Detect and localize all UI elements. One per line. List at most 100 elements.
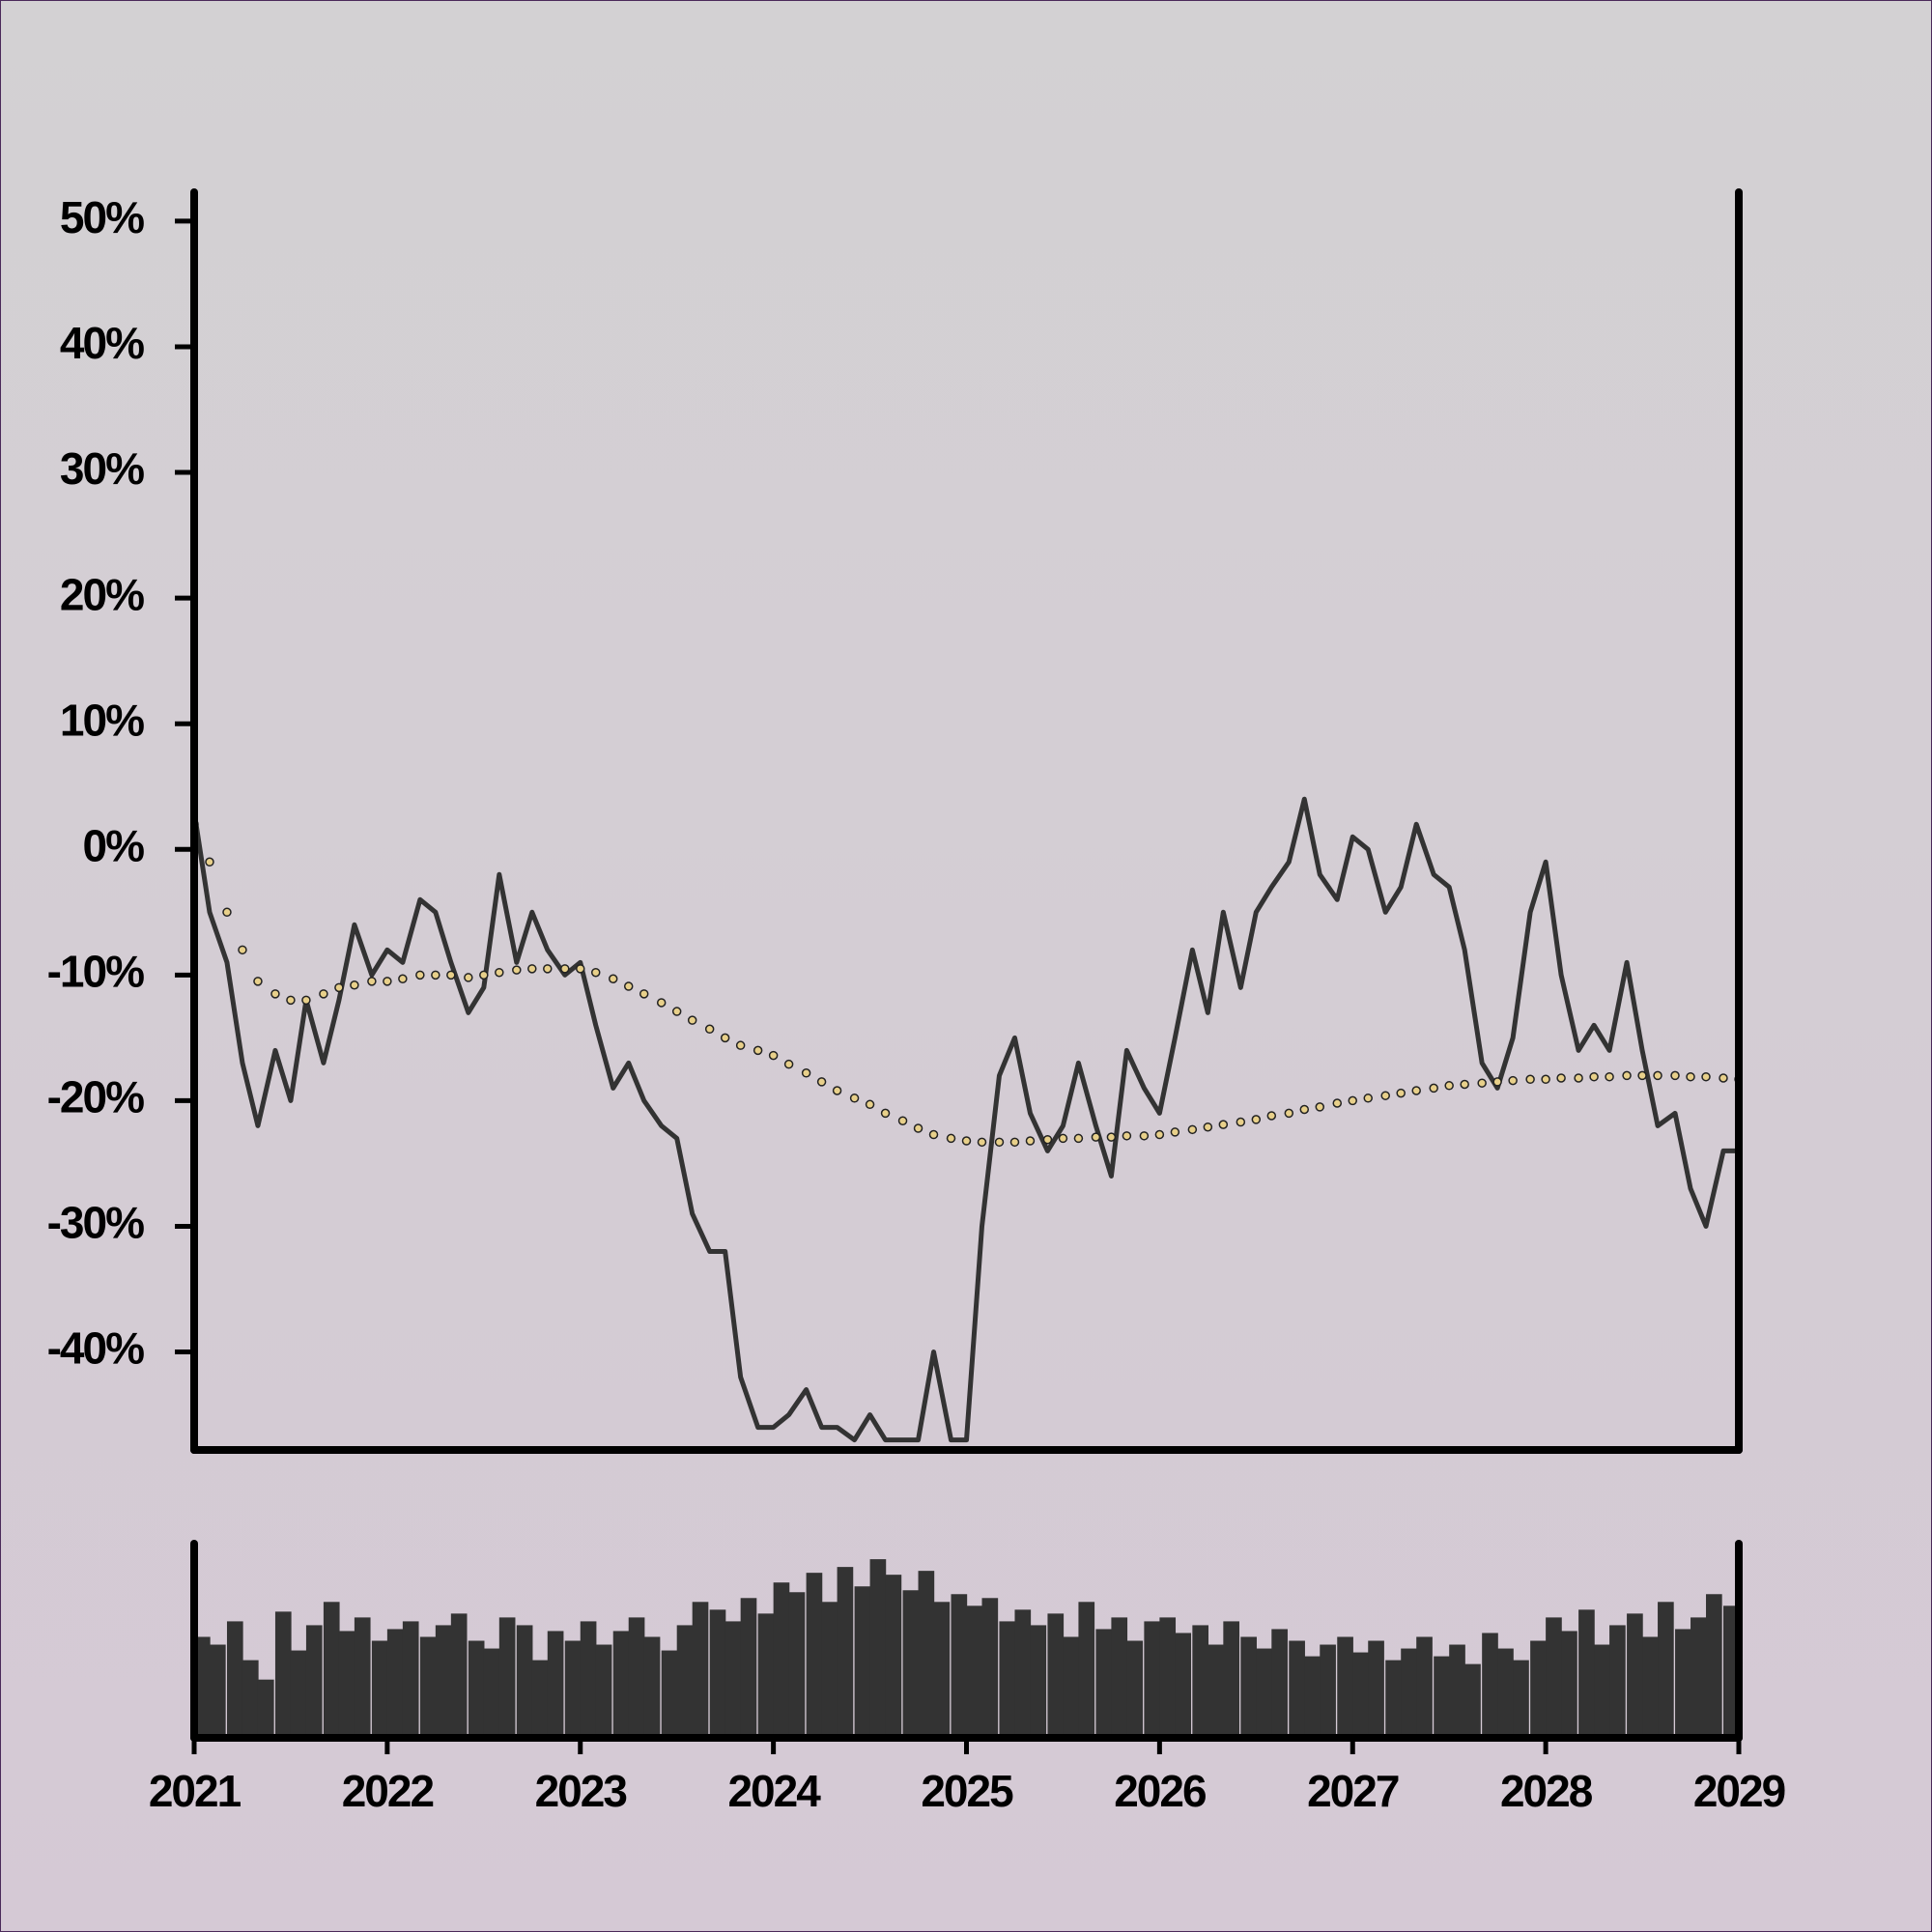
y-tick-label: 30% bbox=[60, 443, 144, 494]
moving-average-dot bbox=[1218, 1120, 1229, 1129]
volume-bar bbox=[951, 1594, 968, 1738]
volume-bar bbox=[885, 1575, 902, 1738]
moving-average-dot bbox=[961, 1136, 972, 1146]
volume-bar bbox=[371, 1640, 388, 1738]
volume-bar bbox=[1175, 1633, 1192, 1738]
moving-average-dot bbox=[446, 970, 456, 980]
moving-average-dot bbox=[1653, 1070, 1662, 1081]
volume-bar bbox=[1304, 1656, 1321, 1738]
moving-average-dot bbox=[543, 964, 553, 974]
moving-average-dot bbox=[1637, 1070, 1647, 1081]
volume-bar bbox=[257, 1679, 274, 1738]
volume-bar bbox=[1627, 1613, 1643, 1738]
moving-average-dot bbox=[753, 1045, 763, 1056]
moving-average-dot bbox=[1541, 1074, 1550, 1085]
moving-average-dot bbox=[398, 974, 408, 983]
volume-bar bbox=[1401, 1648, 1417, 1738]
volume-bar bbox=[821, 1602, 838, 1738]
moving-average-dot bbox=[301, 995, 311, 1006]
moving-average-dot bbox=[1525, 1074, 1535, 1085]
moving-average-dot bbox=[1670, 1070, 1680, 1081]
volume-bar bbox=[837, 1567, 854, 1738]
moving-average-dot bbox=[350, 980, 359, 990]
y-tick-label: 20% bbox=[60, 569, 144, 619]
moving-average-dot bbox=[253, 977, 263, 986]
moving-average-dot bbox=[704, 1024, 715, 1035]
moving-average-dot bbox=[383, 977, 392, 986]
volume-bar bbox=[1546, 1617, 1562, 1738]
volume-bar bbox=[1578, 1609, 1595, 1738]
y-tick-label: -10% bbox=[47, 946, 144, 996]
moving-average-dot bbox=[270, 989, 280, 999]
volume-bar bbox=[1111, 1617, 1128, 1738]
volume-bar bbox=[1594, 1644, 1610, 1738]
moving-average-dot bbox=[977, 1137, 987, 1148]
volume-bar bbox=[1192, 1625, 1209, 1738]
volume-bar bbox=[1271, 1629, 1288, 1738]
volume-bar bbox=[242, 1660, 259, 1738]
moving-average-dot bbox=[1429, 1083, 1438, 1094]
volume-bar bbox=[933, 1602, 951, 1738]
moving-average-dot bbox=[319, 989, 328, 999]
volume-bar bbox=[1449, 1644, 1465, 1738]
volume-bar bbox=[1561, 1631, 1577, 1738]
volume-bar bbox=[402, 1621, 419, 1738]
volume-bar bbox=[194, 1636, 211, 1738]
moving-average-dot bbox=[1396, 1088, 1406, 1098]
volume-bar bbox=[547, 1631, 564, 1738]
y-tick-label: -30% bbox=[47, 1198, 144, 1248]
volume-bar bbox=[1223, 1621, 1239, 1738]
volume-bar bbox=[1144, 1621, 1161, 1738]
moving-average-dot bbox=[1139, 1131, 1150, 1141]
volume-bar bbox=[274, 1611, 292, 1738]
x-tick-label: 2023 bbox=[535, 1766, 627, 1816]
moving-average-dot bbox=[1284, 1108, 1294, 1119]
moving-average-dot bbox=[1042, 1134, 1053, 1145]
volume-bar bbox=[338, 1631, 355, 1738]
moving-average-dot bbox=[1122, 1131, 1132, 1141]
volume-bar bbox=[1159, 1617, 1177, 1738]
moving-average-dot bbox=[576, 964, 585, 974]
x-tick-label: 2029 bbox=[1693, 1766, 1785, 1816]
volume-bar bbox=[1658, 1602, 1674, 1738]
moving-average-dot bbox=[1701, 1071, 1711, 1082]
volume-bar bbox=[1530, 1640, 1547, 1738]
volume-bar bbox=[483, 1648, 500, 1738]
volume-bar bbox=[290, 1650, 307, 1738]
volume-bar bbox=[1289, 1640, 1305, 1738]
moving-average-dot bbox=[1266, 1111, 1277, 1121]
x-tick-label: 2027 bbox=[1307, 1766, 1399, 1816]
volume-bar bbox=[531, 1660, 549, 1738]
moving-average-dot bbox=[286, 995, 296, 1006]
moving-average-dot bbox=[222, 907, 232, 918]
volume-bar bbox=[1434, 1656, 1450, 1738]
moving-average-dot bbox=[801, 1068, 811, 1078]
volume-bar bbox=[1337, 1636, 1353, 1738]
volume-bar bbox=[773, 1582, 790, 1738]
moving-average-dot bbox=[880, 1108, 891, 1119]
moving-average-dot bbox=[334, 982, 344, 993]
volume-bar bbox=[1416, 1636, 1433, 1738]
x-tick-label: 2022 bbox=[342, 1766, 434, 1816]
moving-average-dot bbox=[1236, 1117, 1246, 1127]
volume-bar bbox=[595, 1644, 612, 1738]
volume-bar bbox=[1352, 1652, 1369, 1738]
volume-bar bbox=[1030, 1625, 1047, 1738]
moving-average-dot bbox=[865, 1099, 875, 1110]
moving-average-dot bbox=[1187, 1124, 1198, 1135]
moving-average-dot bbox=[205, 857, 214, 867]
volume-bar bbox=[1385, 1660, 1402, 1738]
moving-average-dot bbox=[1251, 1115, 1262, 1124]
x-tick-label: 2025 bbox=[921, 1766, 1013, 1816]
moving-average-dot bbox=[1073, 1133, 1084, 1144]
moving-average-dot bbox=[1508, 1075, 1518, 1086]
moving-average-dot bbox=[671, 1007, 682, 1016]
y-tick-label: -20% bbox=[47, 1072, 144, 1122]
volume-bar bbox=[1256, 1648, 1272, 1738]
volume-bar bbox=[902, 1590, 920, 1738]
volume-bar bbox=[323, 1602, 340, 1738]
volume-bar bbox=[1513, 1660, 1529, 1738]
volume-bar bbox=[643, 1636, 661, 1738]
moving-average-dot bbox=[1170, 1127, 1180, 1137]
volume-bar bbox=[468, 1640, 485, 1738]
